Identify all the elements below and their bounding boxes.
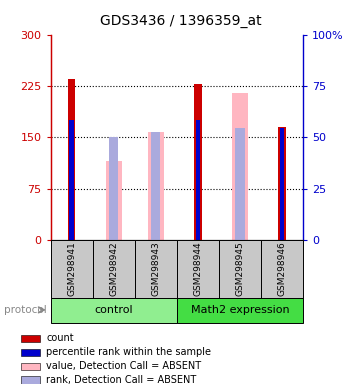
Text: control: control [95,305,133,315]
Bar [21,376,40,384]
Text: GSM298943: GSM298943 [151,242,160,296]
Text: Math2 expression: Math2 expression [191,305,290,315]
Text: GSM298944: GSM298944 [193,242,203,296]
Bar [21,349,40,356]
Bar [51,240,93,298]
Bar [151,132,160,240]
Bar [68,79,75,240]
Bar [69,120,74,240]
Bar [148,132,164,240]
Text: protocol: protocol [4,305,46,315]
Bar [177,298,303,323]
Bar [93,240,135,298]
Bar [219,240,261,298]
Bar [196,120,200,240]
Bar [261,240,303,298]
Text: count: count [46,333,74,343]
Bar [106,161,122,240]
Bar [135,240,177,298]
Text: GSM298941: GSM298941 [67,242,76,296]
Bar [194,84,202,240]
Bar [280,128,284,240]
Text: rank, Detection Call = ABSENT: rank, Detection Call = ABSENT [46,375,196,384]
Bar [109,137,118,240]
Text: percentile rank within the sample: percentile rank within the sample [46,347,211,357]
Text: value, Detection Call = ABSENT: value, Detection Call = ABSENT [46,361,201,371]
Bar [21,362,40,370]
Bar [21,335,40,342]
Text: GDS3436 / 1396359_at: GDS3436 / 1396359_at [100,14,261,28]
Bar [278,127,286,240]
Bar [235,128,245,240]
Bar [51,298,177,323]
Text: GSM298946: GSM298946 [278,242,287,296]
Bar [232,93,248,240]
Text: GSM298942: GSM298942 [109,242,118,296]
Text: GSM298945: GSM298945 [236,242,244,296]
Bar [177,240,219,298]
